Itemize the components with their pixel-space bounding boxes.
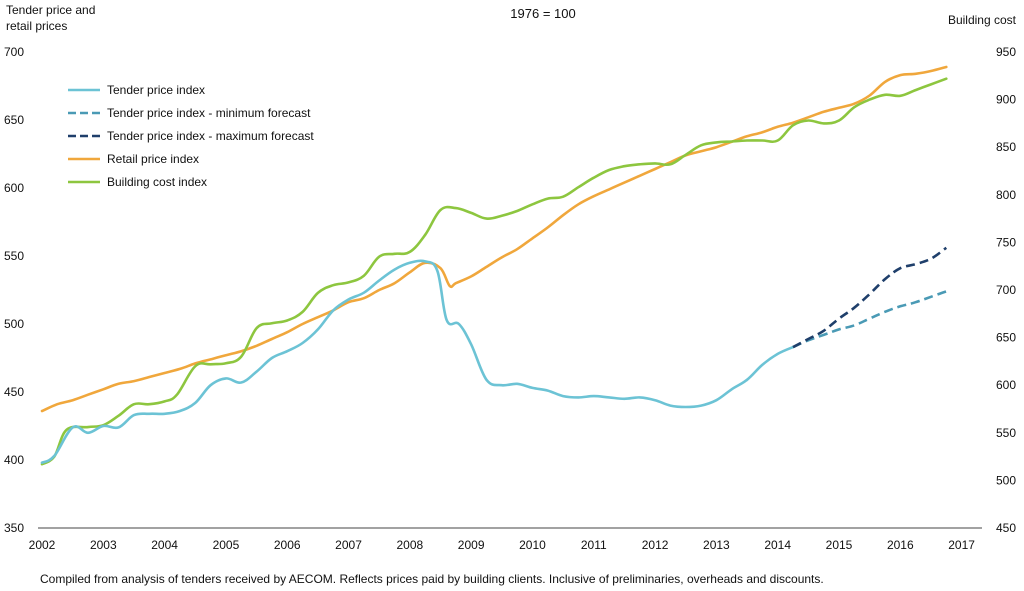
x-tick-label: 2007 <box>335 538 362 552</box>
legend-label: Tender price index - maximum forecast <box>107 129 314 143</box>
y-tick-right-label: 900 <box>996 93 1016 107</box>
footnote: Compiled from analysis of tenders receiv… <box>40 572 824 586</box>
x-tick-label: 2010 <box>519 538 546 552</box>
y-tick-left-label: 600 <box>4 181 24 195</box>
x-tick-label: 2009 <box>458 538 485 552</box>
chart-title: 1976 = 100 <box>510 6 575 21</box>
x-tick-label: 2005 <box>213 538 240 552</box>
x-tick-label: 2017 <box>948 538 975 552</box>
y-tick-right-label: 700 <box>996 283 1016 297</box>
y-tick-left-label: 500 <box>4 317 24 331</box>
y-tick-right-label: 600 <box>996 378 1016 392</box>
y-axis-left-title-line1: Tender price and <box>6 3 95 17</box>
x-tick-label: 2004 <box>151 538 178 552</box>
legend-label: Tender price index - minimum forecast <box>107 106 311 120</box>
x-tick-label: 2014 <box>764 538 791 552</box>
y-tick-left-label: 650 <box>4 113 24 127</box>
y-tick-right-label: 750 <box>996 235 1016 249</box>
y-tick-right-label: 950 <box>996 45 1016 59</box>
x-axis-ticks: 2002 2003 2004 2005 2006 2007 2008 2009 2010 2011… <box>29 538 976 552</box>
x-tick-label: 2002 <box>29 538 56 552</box>
y-tick-right-label: 550 <box>996 426 1016 440</box>
x-tick-label: 2013 <box>703 538 730 552</box>
y-tick-right-label: 850 <box>996 140 1016 154</box>
legend-label: Retail price index <box>107 152 199 166</box>
series-line-tender-price-index-maximum-forecast <box>792 246 948 349</box>
x-tick-label: 2003 <box>90 538 117 552</box>
legend-label: Building cost index <box>107 175 207 189</box>
y-tick-left-label: 350 <box>4 521 24 535</box>
y-tick-left-label: 450 <box>4 385 24 399</box>
y-tick-right-label: 450 <box>996 521 1016 535</box>
y-axis-right-ticks: 450 500 550 600 650 700 750 800 850 900 950 <box>996 45 1016 535</box>
y-axis-left-ticks: 350 400 450 500 550 600 650 700 <box>4 45 24 535</box>
y-tick-left-label: 550 <box>4 249 24 263</box>
series-line-tender-price-index <box>40 259 795 464</box>
x-tick-label: 2011 <box>581 538 607 552</box>
series-line-retail-price-index <box>40 65 948 413</box>
x-tick-label: 2015 <box>826 538 853 552</box>
y-tick-right-label: 500 <box>996 473 1016 487</box>
series-line-tender-price-index-minimum-forecast <box>792 290 947 349</box>
y-tick-right-label: 800 <box>996 188 1016 202</box>
series-line-building-cost-index <box>40 77 948 466</box>
y-tick-right-label: 650 <box>996 331 1016 345</box>
y-axis-left-title-line2: retail prices <box>6 19 67 33</box>
x-tick-label: 2012 <box>642 538 669 552</box>
x-tick-label: 2008 <box>396 538 423 552</box>
y-tick-left-label: 400 <box>4 453 24 467</box>
y-axis-right-title: Building cost <box>948 13 1017 27</box>
series-layer <box>40 65 948 466</box>
x-tick-label: 2016 <box>887 538 914 552</box>
y-tick-left-label: 700 <box>4 45 24 59</box>
legend-label: Tender price index <box>107 83 205 97</box>
legend: Tender price index Tender price index - m… <box>68 83 314 189</box>
x-tick-label: 2006 <box>274 538 301 552</box>
